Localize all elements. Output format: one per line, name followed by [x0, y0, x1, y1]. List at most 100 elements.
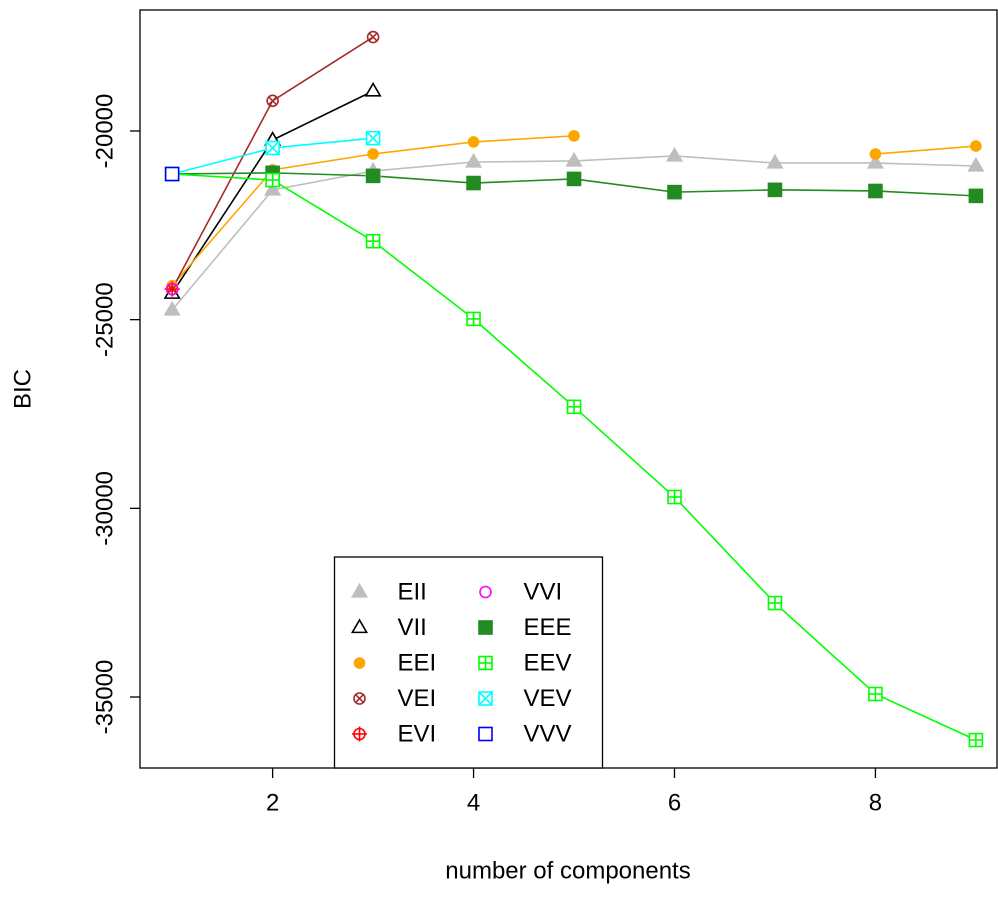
point: [364, 81, 382, 97]
symbol-shape: [968, 188, 984, 204]
symbol-shape: [478, 726, 493, 742]
legend-label: EEI: [398, 649, 437, 676]
point: [968, 732, 984, 748]
symbol-shape: [967, 156, 985, 172]
symbol-shape: [364, 81, 382, 97]
symbol-shape: [264, 180, 282, 196]
symbol-shape: [667, 184, 682, 200]
symbol-stroke: [265, 140, 280, 156]
point: [163, 300, 181, 316]
legend-symbol: [352, 726, 367, 742]
point: [868, 686, 883, 702]
y-tick-label: -30000: [91, 471, 118, 546]
point: [264, 180, 282, 196]
legend-symbol: [350, 582, 369, 598]
legend-symbol: [350, 618, 369, 634]
legend-box: [333, 556, 604, 769]
symbol-shape: [479, 585, 492, 599]
point: [968, 188, 984, 204]
symbol-shape: [353, 657, 366, 669]
symbol-shape: [566, 171, 582, 187]
x-tick-label: 4: [467, 789, 480, 816]
legend-label: EII: [398, 578, 427, 605]
point: [767, 182, 783, 198]
symbol-shape: [353, 692, 366, 705]
symbol-shape: [478, 620, 493, 635]
legend-symbol: [478, 655, 493, 671]
point: [165, 282, 179, 296]
point: [868, 183, 883, 199]
symbol-shape: [665, 146, 684, 162]
legend-label: VEI: [398, 685, 437, 712]
legend-label: EEV: [524, 649, 572, 676]
symbol-shape: [266, 94, 279, 108]
y-axis-label: BIC: [9, 369, 36, 409]
legend-label: VII: [398, 614, 427, 641]
x-tick-label: 8: [869, 789, 882, 816]
symbol-shape: [367, 148, 379, 160]
point: [366, 30, 380, 44]
point: [466, 311, 481, 327]
point: [265, 172, 280, 188]
point: [667, 184, 682, 200]
point: [365, 233, 381, 249]
symbol-shape: [350, 618, 369, 634]
symbol-shape: [869, 148, 882, 160]
point: [265, 140, 280, 156]
legend-label: VVI: [524, 578, 563, 605]
point: [869, 148, 882, 160]
legend-symbol: [479, 585, 492, 599]
point: [568, 130, 580, 142]
symbol-stroke: [268, 96, 278, 106]
y-tick-label: -25000: [91, 282, 118, 357]
legend-symbol: [478, 691, 493, 706]
point: [466, 175, 481, 191]
symbol-shape: [466, 175, 481, 191]
symbol-shape: [350, 582, 369, 598]
legend-symbol: [478, 726, 493, 742]
legend-label: VEV: [524, 685, 572, 712]
symbol-shape: [465, 152, 483, 168]
legend-label: EEE: [524, 614, 572, 641]
legend-symbol: [478, 620, 493, 635]
symbol-shape: [866, 153, 884, 169]
symbol-shape: [467, 136, 480, 148]
symbol-shape: [565, 151, 583, 167]
y-tick-label: -20000: [91, 94, 118, 169]
point: [566, 171, 582, 187]
point: [566, 399, 582, 415]
symbol-shape: [365, 168, 381, 184]
legend-symbol: [353, 657, 366, 669]
symbol-shape: [366, 30, 380, 44]
point: [467, 136, 480, 148]
point: [565, 151, 583, 167]
symbol-stroke: [355, 694, 364, 703]
legend: EII VII EEI VEI EVI VVI EEE EEV VEV VVV: [333, 556, 604, 769]
legend-label: VVV: [524, 720, 572, 747]
symbol-shape: [568, 130, 580, 142]
x-tick-label: 2: [266, 789, 279, 816]
point: [365, 168, 381, 184]
symbol-shape: [164, 166, 180, 182]
point: [164, 166, 180, 182]
symbol-shape: [868, 183, 883, 199]
symbol-stroke: [478, 691, 493, 706]
point: [667, 489, 682, 505]
point: [465, 152, 483, 168]
point: [967, 156, 985, 172]
symbol-shape: [165, 282, 179, 296]
point: [970, 140, 982, 152]
x-axis-label: number of components: [445, 857, 690, 884]
point: [367, 148, 379, 160]
point: [767, 595, 783, 611]
y-tick-label: -35000: [91, 660, 118, 735]
point: [665, 146, 684, 162]
data-layer: [163, 30, 985, 748]
symbol-stroke: [368, 32, 378, 42]
symbol-shape: [970, 140, 982, 152]
legend-label: EVI: [398, 720, 437, 747]
symbol-stroke: [366, 131, 381, 146]
x-tick-label: 6: [668, 789, 681, 816]
point: [266, 94, 279, 108]
